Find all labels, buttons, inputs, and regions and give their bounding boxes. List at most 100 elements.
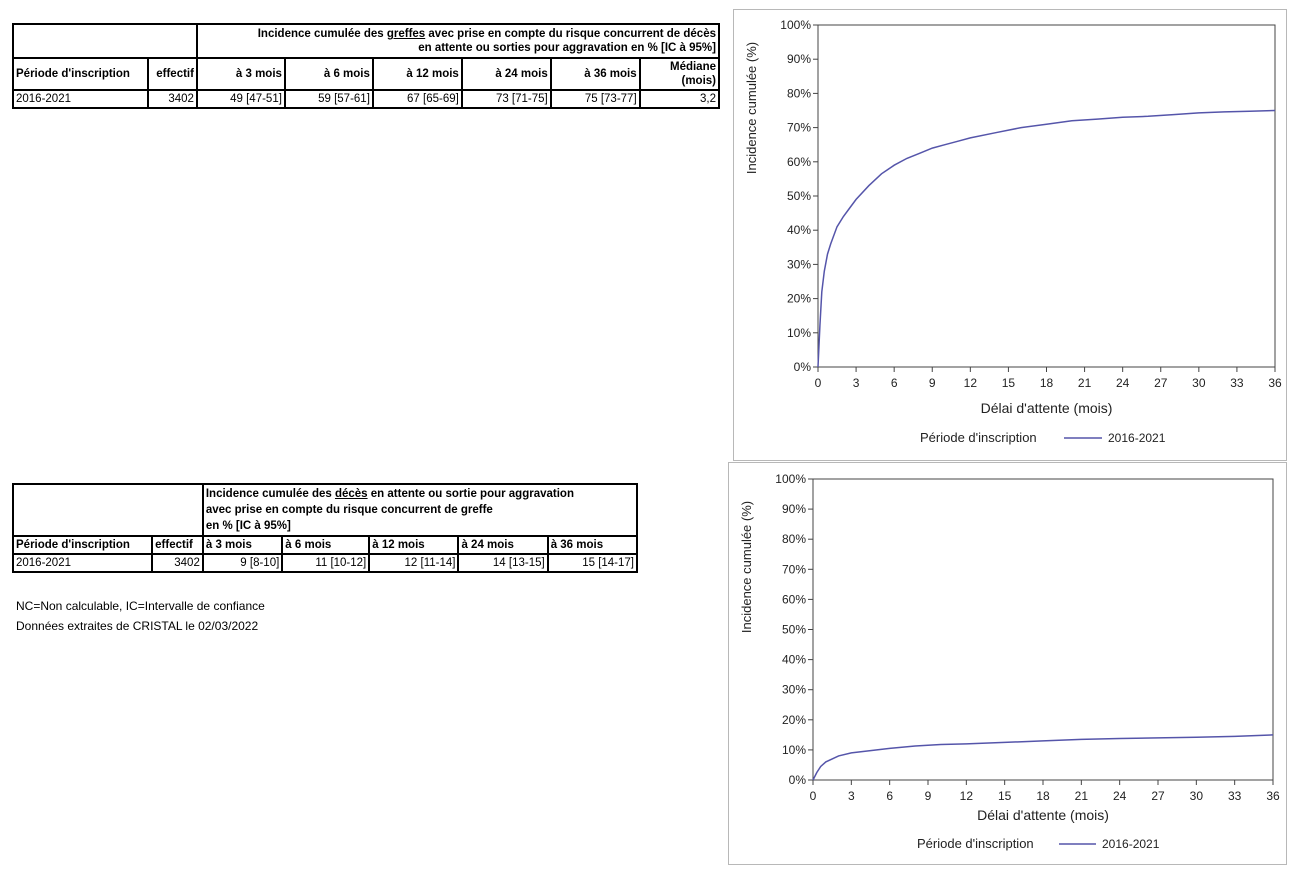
x-tick-label: 12 bbox=[964, 376, 978, 390]
table2-cell-effectif: 3402 bbox=[151, 553, 204, 573]
y-tick-label: 70% bbox=[782, 562, 806, 576]
x-tick-label: 33 bbox=[1228, 789, 1242, 803]
plot-frame bbox=[812, 478, 1274, 781]
table2-cell-12m: 12 [11-14] bbox=[368, 553, 460, 573]
table1-cell-median: 3,2 bbox=[638, 89, 721, 109]
x-tick-label: 18 bbox=[1040, 376, 1054, 390]
y-tick-label: 90% bbox=[782, 502, 806, 516]
table2-header-3m: à 3 mois bbox=[201, 535, 284, 555]
table1-cell-24m: 73 [71-75] bbox=[460, 89, 552, 109]
chart-greffes: 0%10%20%30%40%50%60%70%80%90%100%0 3 6 9 12 1… bbox=[744, 18, 1282, 445]
deces-incidence-table: Incidence cumulée des décès en attente o… bbox=[11, 483, 639, 573]
table1-header-median: Médiane (mois) bbox=[638, 57, 721, 91]
x-tick-label: 0 bbox=[810, 789, 817, 803]
chart-greffes-panel: 0% 10% 20% 30% 40% 50% 60% 70% 80% 90% 100% 0 3 6 9 12 1… bbox=[733, 9, 1287, 461]
y-tick-label: 20% bbox=[782, 713, 806, 727]
greffes-incidence-table: Incidence cumulée des greffes avec prise… bbox=[12, 23, 721, 109]
x-tick-label: 6 bbox=[886, 789, 893, 803]
x-tick-label: 15 bbox=[998, 789, 1012, 803]
x-tick-label: 30 bbox=[1192, 376, 1206, 390]
table1-header-24m: à 24 mois bbox=[460, 57, 552, 91]
y-tick-label: 50% bbox=[782, 623, 806, 637]
legend-label: 2016-2021 bbox=[1108, 431, 1166, 445]
x-tick-label: 24 bbox=[1116, 376, 1130, 390]
y-tick-label: 90% bbox=[787, 52, 811, 66]
x-tick-label: 0 bbox=[815, 376, 822, 390]
x-tick-label: 30 bbox=[1190, 789, 1204, 803]
y-axis-label: Incidence cumulée (%) bbox=[744, 42, 759, 174]
x-tick-label: 9 bbox=[925, 789, 932, 803]
x-tick-label: 27 bbox=[1151, 789, 1165, 803]
x-axis-label: Délai d'attente (mois) bbox=[977, 807, 1109, 823]
table2-corner bbox=[12, 483, 204, 537]
table1-cell-3m: 49 [47-51] bbox=[195, 89, 286, 109]
table2-title: Incidence cumulée des décès en attente o… bbox=[201, 483, 639, 537]
table1-cell-period: 2016-2021 bbox=[12, 89, 149, 109]
table2-header-12m: à 12 mois bbox=[368, 535, 460, 555]
x-tick-label: 27 bbox=[1154, 376, 1168, 390]
table2-header-24m: à 24 mois bbox=[457, 535, 549, 555]
table1-header-36m: à 36 mois bbox=[549, 57, 641, 91]
table2-cell-3m: 9 [8-10] bbox=[201, 553, 284, 573]
x-tick-label: 36 bbox=[1268, 376, 1282, 390]
footnote-data-source: Données extraites de CRISTAL le 02/03/20… bbox=[16, 619, 259, 633]
x-tick-label: 36 bbox=[1266, 789, 1280, 803]
x-tick-label: 18 bbox=[1036, 789, 1050, 803]
table2-cell-6m: 11 [10-12] bbox=[281, 553, 371, 573]
x-tick-label: 9 bbox=[929, 376, 936, 390]
table1-header-3m: à 3 mois bbox=[195, 57, 286, 91]
table1-header-period: Période d'inscription bbox=[12, 57, 149, 91]
y-tick-label: 40% bbox=[787, 223, 811, 237]
y-tick-label: 100% bbox=[775, 472, 806, 486]
y-tick-label: 30% bbox=[787, 257, 811, 271]
table2-header-36m: à 36 mois bbox=[546, 535, 639, 555]
table1-header-12m: à 12 mois bbox=[371, 57, 463, 91]
chart-deces-panel: 0% 10% 20% 30% 40% 50% 60% 70% 80% 90% 100% 0 3 6 9 12 1… bbox=[728, 462, 1287, 865]
table1-cell-6m: 59 [57-61] bbox=[283, 89, 374, 109]
x-tick-label: 3 bbox=[853, 376, 860, 390]
table2-cell-period: 2016-2021 bbox=[11, 553, 154, 573]
y-tick-label: 60% bbox=[787, 155, 811, 169]
x-tick-label: 33 bbox=[1230, 376, 1244, 390]
table2-header-6m: à 6 mois bbox=[281, 535, 371, 555]
y-tick-label: 30% bbox=[782, 683, 806, 697]
chart-deces: 0%10%20%30%40%50%60%70%80%90%100%0 3 6 9 12 1… bbox=[739, 472, 1280, 851]
y-tick-label: 40% bbox=[782, 653, 806, 667]
x-tick-label: 3 bbox=[848, 789, 855, 803]
table1-header-6m: à 6 mois bbox=[283, 57, 374, 91]
x-tick-label: 24 bbox=[1113, 789, 1127, 803]
y-tick-label: 0% bbox=[789, 773, 807, 787]
legend-title: Période d'inscription bbox=[920, 430, 1037, 445]
table2-cell-24m: 14 [13-15] bbox=[457, 553, 549, 573]
y-tick-label: 70% bbox=[787, 121, 811, 135]
x-tick-label: 6 bbox=[891, 376, 898, 390]
footnote-abbreviations: NC=Non calculable, IC=Intervalle de conf… bbox=[16, 599, 265, 613]
legend-label: 2016-2021 bbox=[1102, 837, 1160, 851]
y-tick-label: 60% bbox=[782, 592, 806, 606]
series-line bbox=[817, 109, 1276, 368]
table2-header-effectif: effectif bbox=[151, 535, 204, 555]
y-tick-label: 80% bbox=[787, 86, 811, 100]
table1-header-effectif: effectif bbox=[146, 57, 198, 91]
plot-frame bbox=[817, 24, 1276, 368]
table-row: 2016-2021 3402 49 [47-51] 59 [57-61] 67 … bbox=[12, 89, 721, 109]
table-row: 2016-2021 3402 9 [8-10] 11 [10-12] 12 [1… bbox=[11, 553, 639, 573]
y-tick-label: 50% bbox=[787, 189, 811, 203]
y-tick-label: 10% bbox=[782, 743, 806, 757]
legend-title: Période d'inscription bbox=[917, 836, 1034, 851]
table1-cell-effectif: 3402 bbox=[146, 89, 198, 109]
x-tick-label: 12 bbox=[960, 789, 974, 803]
y-tick-label: 10% bbox=[787, 326, 811, 340]
y-tick-label: 0% bbox=[794, 360, 812, 374]
table1-title: Incidence cumulée des greffes avec prise… bbox=[195, 23, 721, 59]
table1-corner bbox=[12, 23, 198, 59]
x-axis-label: Délai d'attente (mois) bbox=[981, 400, 1113, 416]
table2-header-period: Période d'inscription bbox=[11, 535, 154, 555]
y-tick-label: 80% bbox=[782, 532, 806, 546]
table2-cell-36m: 15 [14-17] bbox=[546, 553, 639, 573]
table1-cell-36m: 75 [73-77] bbox=[549, 89, 641, 109]
table1-cell-12m: 67 [65-69] bbox=[371, 89, 463, 109]
y-tick-label: 20% bbox=[787, 292, 811, 306]
y-tick-label: 100% bbox=[780, 18, 811, 32]
x-tick-label: 21 bbox=[1078, 376, 1092, 390]
